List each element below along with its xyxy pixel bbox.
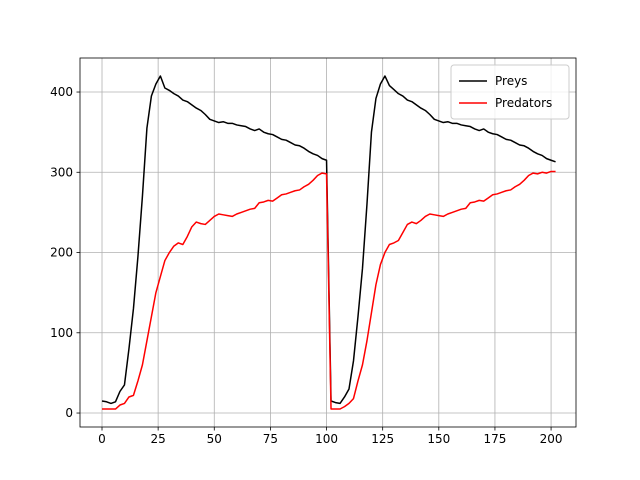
legend-box (450, 64, 570, 120)
legend-label: Predators (495, 96, 552, 110)
y-tick-label: 100 (50, 326, 73, 340)
x-tick-label: 100 (315, 432, 338, 446)
x-tick-label: 0 (98, 432, 106, 446)
x-tick-label: 200 (540, 432, 563, 446)
legend-label: Preys (495, 74, 527, 88)
x-tick-label: 25 (150, 432, 165, 446)
y-tick-label: 200 (50, 246, 73, 260)
y-tick-label: 300 (50, 165, 73, 179)
series-line (101, 75, 556, 405)
plot-frame (79, 57, 577, 428)
series-line (102, 170, 556, 410)
y-tick-label: 0 (65, 406, 73, 420)
x-tick-label: 125 (371, 432, 394, 446)
x-tick-label: 150 (427, 432, 450, 446)
x-tick-label: 175 (483, 432, 506, 446)
x-tick-label: 75 (263, 432, 278, 446)
y-tick-label: 400 (50, 85, 73, 99)
x-tick-label: 50 (207, 432, 222, 446)
